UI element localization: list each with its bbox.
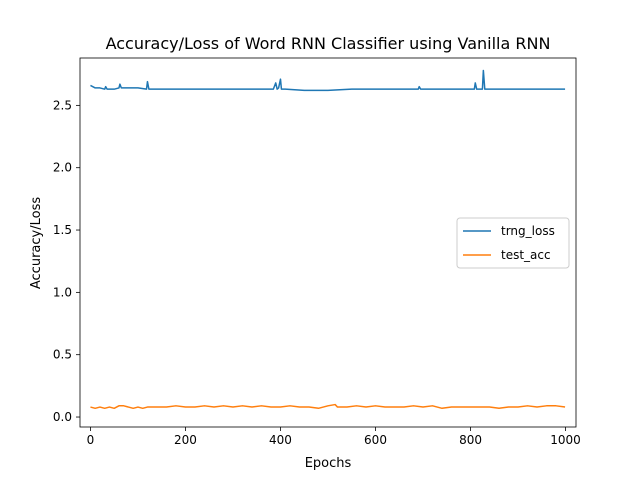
legend-label-test_acc: test_acc: [501, 248, 551, 262]
series-line-trng_loss: [90, 69, 566, 92]
y-tick-label: 1.5: [53, 223, 72, 237]
x-axis-label: Epochs: [305, 456, 352, 471]
x-tick-label: 400: [269, 433, 292, 447]
y-tick-label: 1.0: [53, 285, 72, 299]
plot-area: 0 200 400 600 800 1000 0.0 0.5 1.0 1.5 2.0 2.5: [53, 57, 581, 447]
legend-label-trng_loss: trng_loss: [501, 224, 555, 238]
x-tick-label: 800: [459, 433, 482, 447]
y-tick-label: 0.5: [53, 348, 72, 362]
x-tick-label: 0: [87, 433, 95, 447]
x-tick-label: 200: [174, 433, 197, 447]
x-tick-label: 1000: [550, 433, 581, 447]
axes-frame: [79, 57, 577, 428]
y-axis-label: Accuracy/Loss: [29, 197, 44, 289]
chart-title: Accuracy/Loss of Word RNN Classifier usi…: [106, 34, 551, 53]
legend: trng_loss test_acc: [456, 217, 570, 269]
y-tick-label: 0.0: [53, 410, 72, 424]
x-tick-label: 600: [364, 433, 387, 447]
y-tick-label: 2.0: [53, 161, 72, 175]
y-tick-label: 2.5: [53, 98, 72, 112]
series-line-test_acc: [90, 403, 566, 410]
